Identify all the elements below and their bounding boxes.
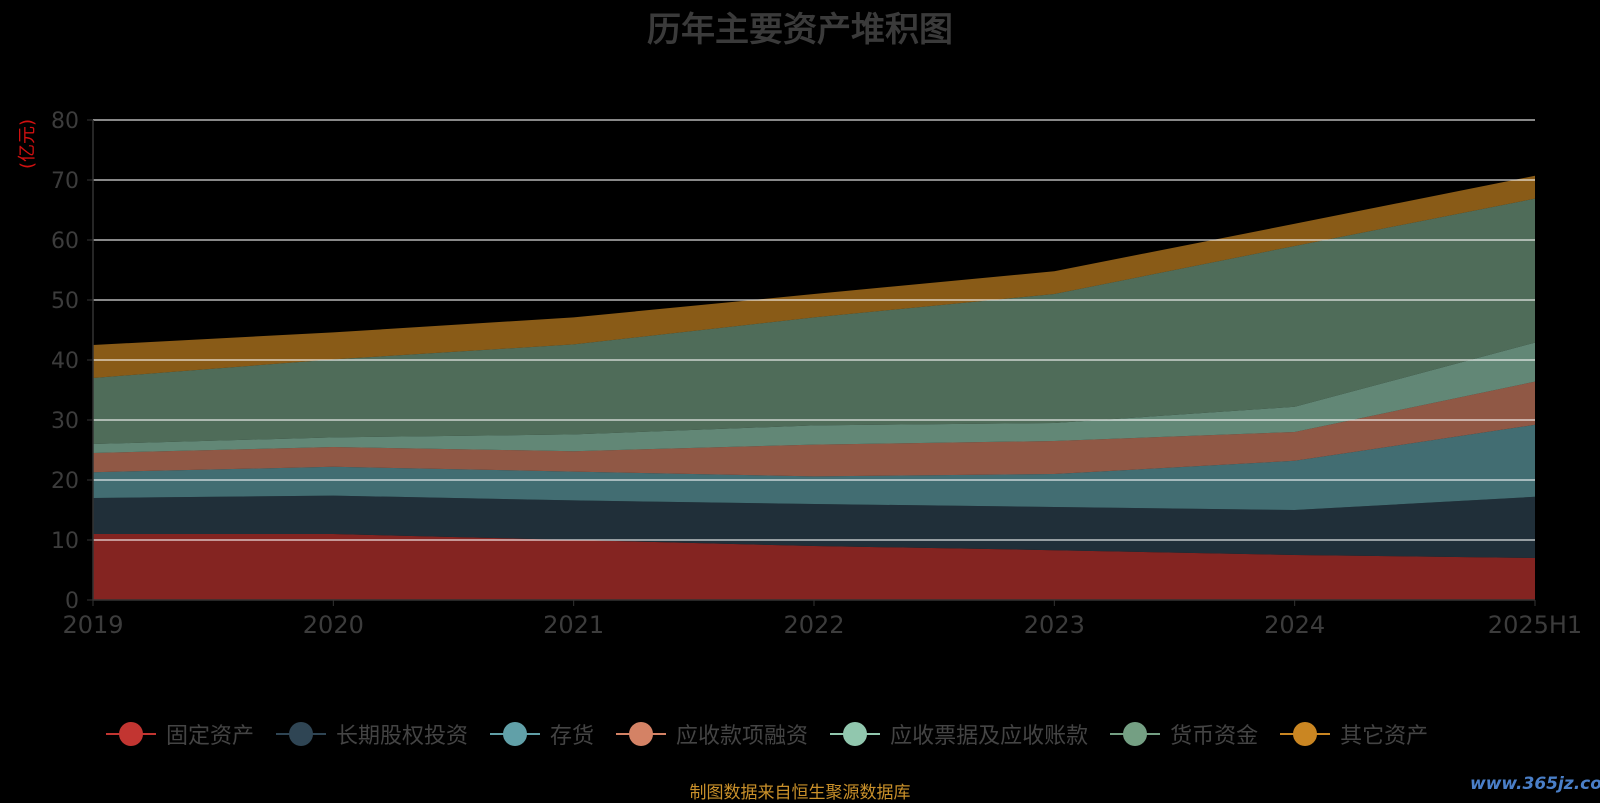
legend-label: 应收票据及应收账款 — [890, 724, 1089, 749]
legend-marker-icon — [106, 721, 156, 747]
area-series-2 — [93, 424, 1535, 510]
grid-lines — [93, 119, 1535, 541]
legend-label: 货币资金 — [1170, 724, 1259, 749]
area-series-0 — [93, 534, 1535, 600]
legend: 固定资产 长期股权投资 存货 应收款项融资 应收票据及应收账款 货币资金 其它资产 — [106, 716, 1428, 752]
legend-dot-icon — [629, 722, 654, 746]
y-axis-label: (亿元) — [17, 119, 38, 169]
x-tick-label: 2021 — [543, 611, 604, 639]
x-tick-label: 2024 — [1264, 611, 1325, 639]
legend-dot-icon — [289, 722, 314, 746]
area-series-3 — [93, 381, 1535, 477]
legend-dot-icon — [843, 722, 868, 746]
y-tick-label: 60 — [51, 229, 79, 254]
x-tick-label: 2025H1 — [1488, 611, 1582, 639]
legend-marker-icon — [830, 721, 881, 747]
legend-marker-icon — [276, 721, 327, 747]
area-series-6 — [93, 175, 1535, 378]
legend-item[interactable]: 应收款项融资 — [616, 718, 808, 750]
y-tick-label: 20 — [51, 469, 79, 494]
area-series-5 — [93, 198, 1535, 444]
legend-item[interactable]: 其它资产 — [1280, 718, 1428, 750]
legend-item[interactable]: 长期股权投资 — [276, 718, 468, 750]
y-tick-label: 0 — [65, 589, 79, 614]
legend-dot-icon — [119, 722, 143, 746]
legend-item[interactable]: 固定资产 — [106, 718, 254, 750]
chart-title: 历年主要资产堆积图 — [647, 10, 953, 50]
legend-marker-icon — [1280, 721, 1331, 747]
legend-item[interactable]: 存货 — [490, 718, 594, 750]
legend-label: 应收款项融资 — [676, 724, 809, 749]
legend-marker-icon — [490, 721, 541, 747]
legend-label: 固定资产 — [166, 724, 255, 749]
legend-marker-icon — [616, 721, 667, 747]
x-tick-label: 2020 — [303, 611, 364, 639]
y-tick-label: 40 — [51, 349, 79, 374]
x-tick-label: 2019 — [62, 611, 123, 639]
legend-dot-icon — [1123, 722, 1148, 746]
axes: 0 10 20 30 40 50 60 70 80 2019 2020 2021 2022 2023 202… — [51, 109, 1582, 639]
y-tick-label: 80 — [51, 109, 79, 134]
y-tick-label: 30 — [51, 409, 79, 434]
y-tick-label: 50 — [51, 289, 79, 314]
legend-label: 其它资产 — [1340, 724, 1429, 749]
legend-label: 存货 — [550, 724, 595, 749]
legend-item[interactable]: 应收票据及应收账款 — [830, 718, 1088, 750]
area-layers — [93, 175, 1535, 600]
watermark: www.365jz.com — [1470, 774, 1600, 794]
area-series-1 — [93, 495, 1535, 558]
y-tick-label: 70 — [51, 169, 79, 194]
legend-dot-icon — [503, 722, 528, 746]
legend-dot-icon — [1293, 722, 1318, 746]
source-note: 制图数据来自恒生聚源数据库 — [689, 783, 911, 803]
legend-label: 长期股权投资 — [336, 724, 469, 749]
y-tick-label: 10 — [51, 529, 79, 554]
legend-marker-icon — [1110, 721, 1161, 747]
legend-item[interactable]: 货币资金 — [1110, 718, 1258, 750]
x-tick-label: 2023 — [1024, 611, 1085, 639]
area-series-4 — [93, 342, 1535, 453]
x-tick-label: 2022 — [783, 611, 844, 639]
